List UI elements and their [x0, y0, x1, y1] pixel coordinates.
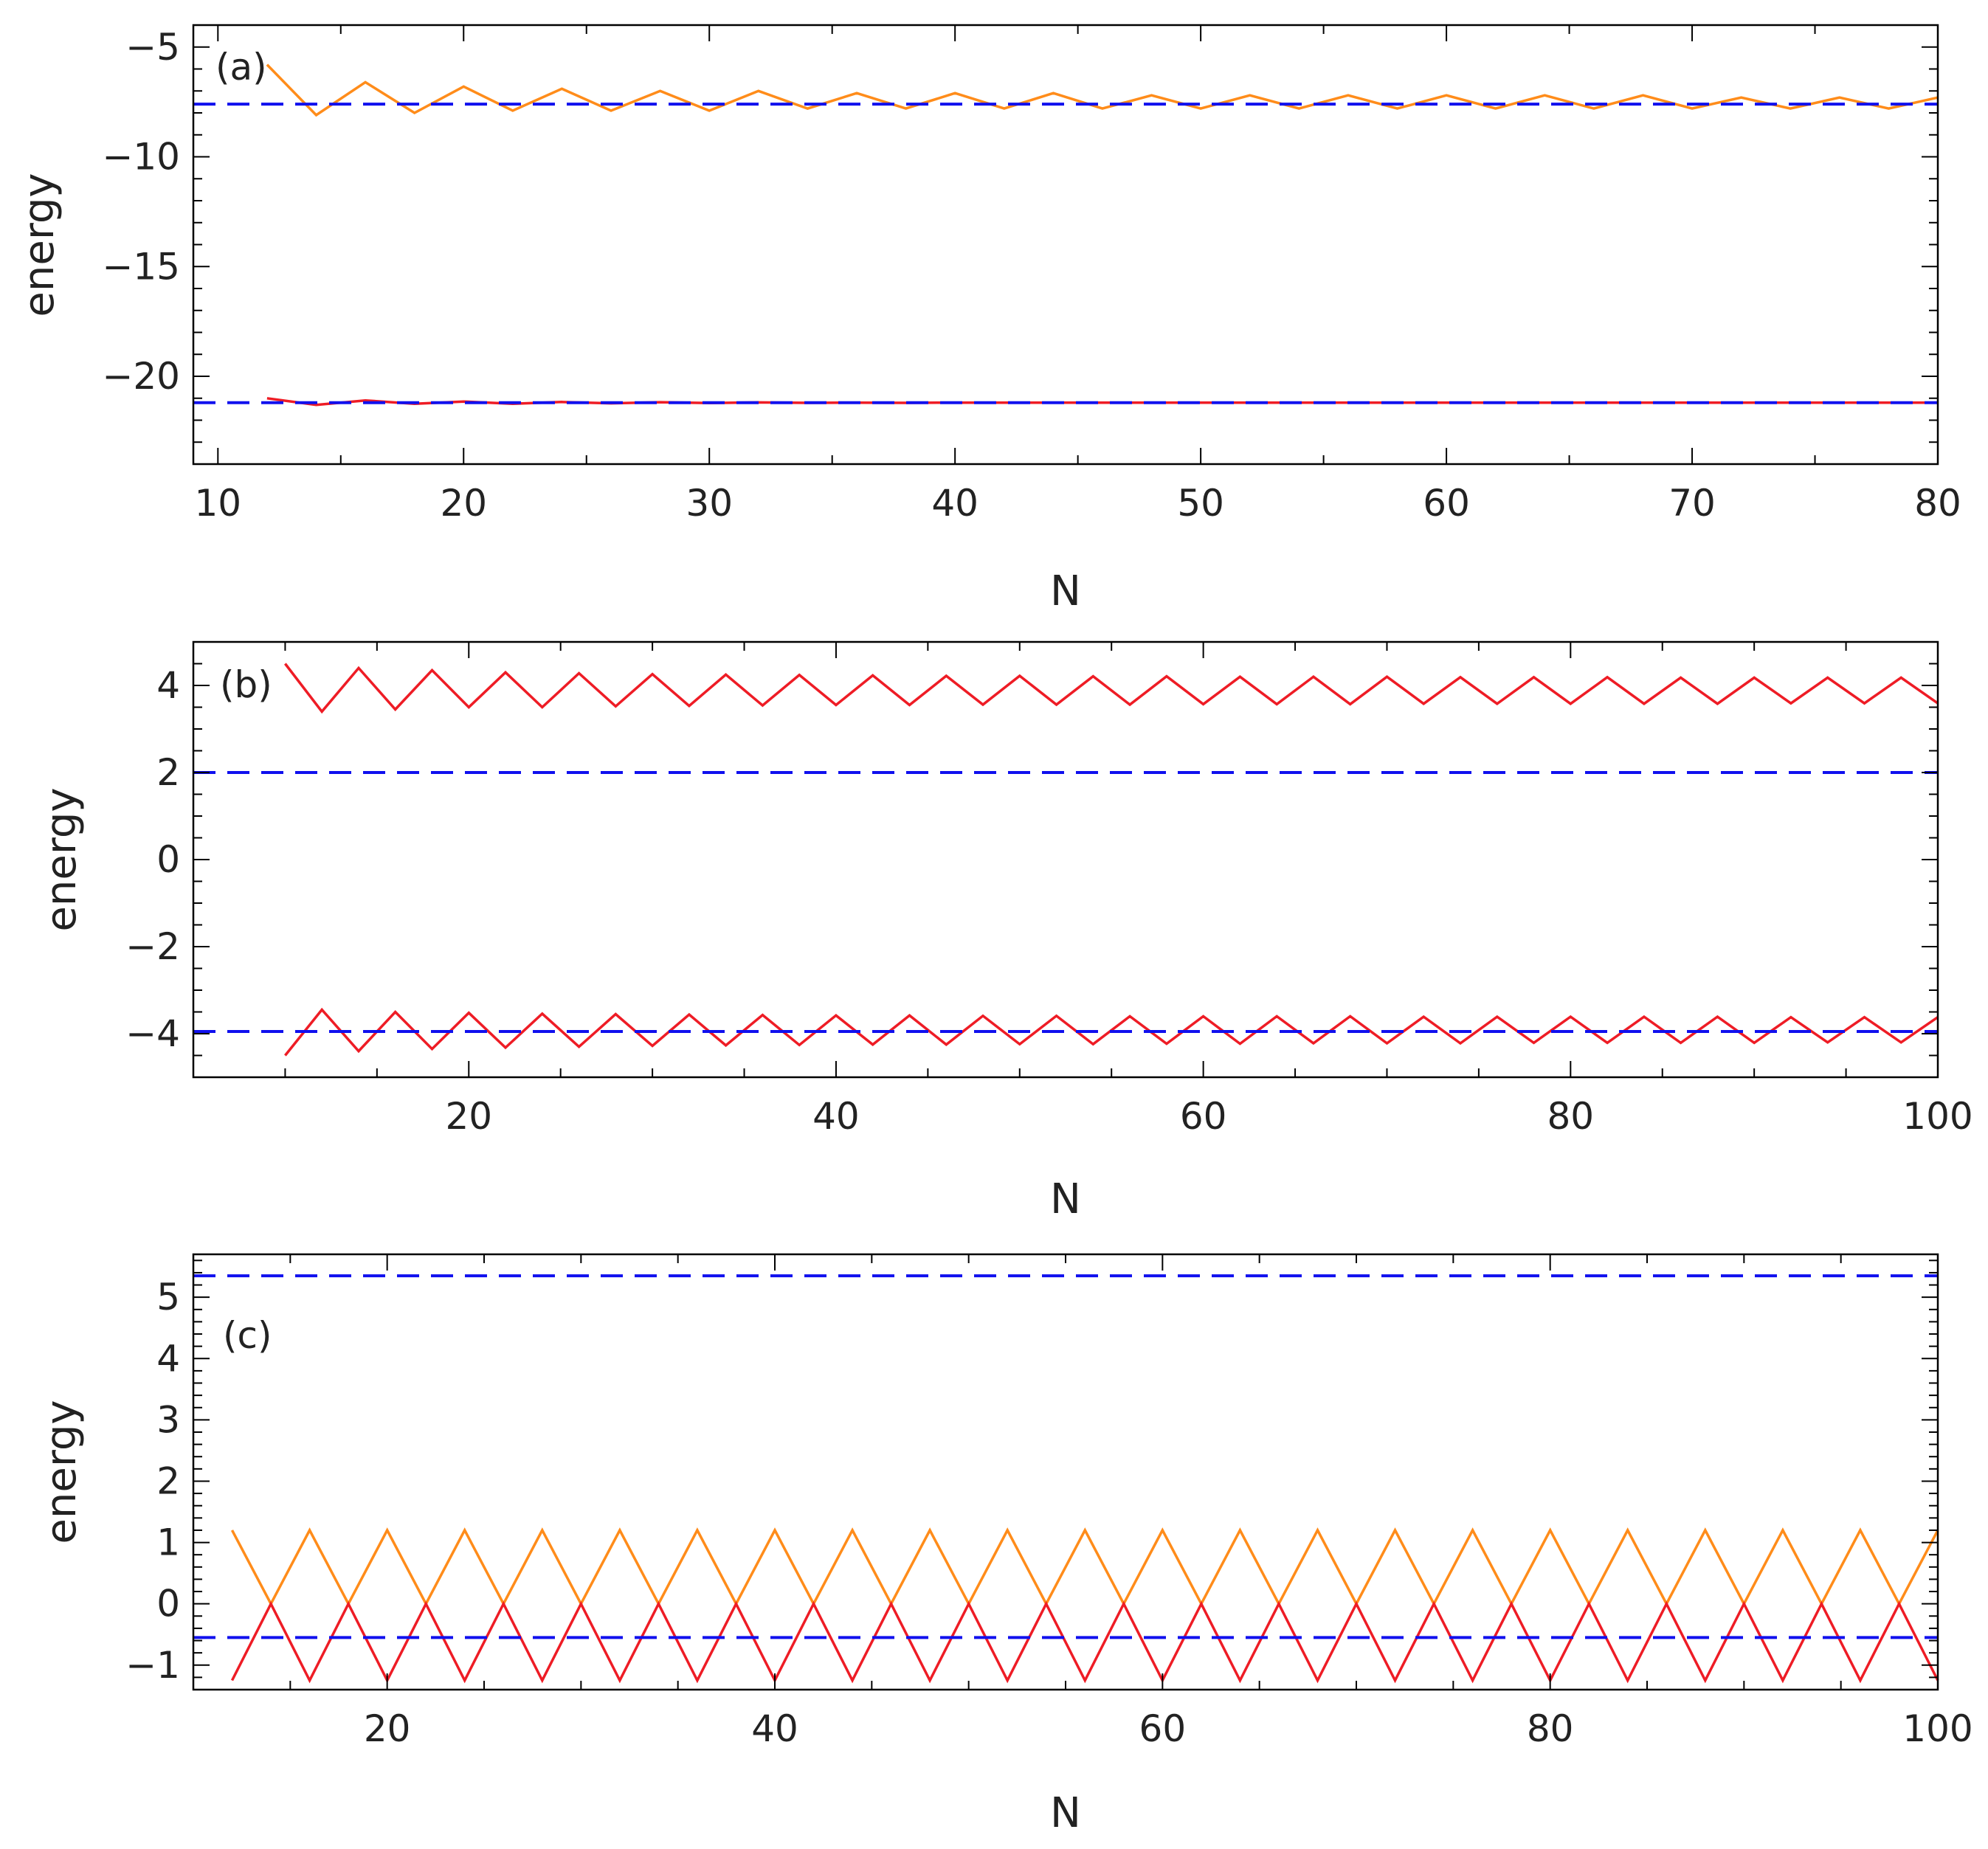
panel-c-xtick-label: 40 — [751, 1707, 798, 1750]
panel-c-xtick-label: 80 — [1527, 1707, 1574, 1750]
panel-a-ticks: 10 20 30 40 50 60 70 80 −20 −15 −10 −5 — [102, 24, 1961, 525]
panel-c-series-0-line — [230, 1527, 1939, 1607]
panel-c-xlabel: N — [1050, 1789, 1081, 1837]
panel-b-xtick-label: 20 — [445, 1095, 492, 1138]
panel-b-ytick-label: 0 — [156, 838, 180, 881]
panel-c-ytick-label: 5 — [156, 1276, 180, 1319]
panel-c-series-1-line — [230, 1600, 1939, 1684]
panel-c-ytick-label: 2 — [156, 1459, 180, 1502]
panel-a-xtick-label: 10 — [194, 482, 241, 525]
panel-b: 20 40 60 80 100 −4 −2 0 2 4 (b) N energy — [38, 640, 1973, 1223]
panel-c: 20 40 60 80 100 −1 0 1 2 3 4 5 (c) N energy — [38, 1253, 1973, 1837]
panel-a-xlabel: N — [1050, 567, 1081, 615]
panel-a-ytick-label: −5 — [125, 26, 180, 69]
panel-a-label: (a) — [215, 46, 267, 89]
panel-c-label: (c) — [223, 1314, 272, 1357]
panel-c-ytick-label: 1 — [156, 1521, 180, 1564]
panel-b-xtick-label: 40 — [812, 1095, 860, 1138]
panel-b-series-0-line — [284, 663, 1939, 714]
panel-b-ytick-label: −2 — [125, 925, 180, 968]
panel-a-ytick-label: −15 — [102, 245, 180, 288]
panel-a-series-0-line — [266, 63, 1939, 117]
panel-b-ytick-label: −4 — [125, 1012, 180, 1055]
panel-c-ticks: 20 40 60 80 100 −1 0 1 2 3 4 5 — [125, 1254, 1973, 1750]
panel-c-xtick-label: 100 — [1902, 1707, 1973, 1750]
panel-c-ylabel: energy — [38, 1400, 86, 1544]
panel-a-ytick-label: −10 — [102, 136, 180, 179]
panel-a: 10 20 30 40 50 60 70 80 −20 −15 −10 −5 (a) N energy — [15, 24, 1961, 615]
panel-a-xtick-label: 50 — [1177, 482, 1224, 525]
panel-a-xtick-label: 60 — [1423, 482, 1470, 525]
panel-a-lines — [193, 63, 1939, 407]
panel-c-ytick-label: 3 — [156, 1398, 180, 1441]
panel-c-ytick-label: 4 — [156, 1337, 180, 1380]
panel-c-ytick-label: −1 — [125, 1644, 180, 1687]
panel-a-xtick-label: 70 — [1668, 482, 1716, 525]
panel-b-frame — [192, 640, 1939, 1079]
panel-b-ytick-label: 2 — [156, 751, 180, 794]
panel-b-label: (b) — [220, 663, 272, 706]
panel-b-xtick-label: 80 — [1547, 1095, 1595, 1138]
panel-a-ylabel: energy — [15, 173, 63, 317]
panel-a-xtick-label: 30 — [686, 482, 733, 525]
panel-b-xlabel: N — [1050, 1175, 1081, 1223]
panel-b-xtick-label: 100 — [1902, 1095, 1973, 1138]
panel-c-xtick-label: 20 — [364, 1707, 411, 1750]
panel-a-xtick-label: 40 — [931, 482, 979, 525]
panel-c-lines — [193, 1274, 1939, 1684]
panel-b-ytick-label: 4 — [156, 664, 180, 707]
panel-a-xtick-label: 20 — [440, 482, 487, 525]
panel-b-lines — [193, 663, 1939, 1057]
panel-b-ylabel: energy — [38, 787, 86, 931]
panel-c-xtick-label: 60 — [1139, 1707, 1187, 1750]
panel-b-xtick-label: 60 — [1180, 1095, 1227, 1138]
panel-a-xtick-label: 80 — [1914, 482, 1961, 525]
panel-c-ytick-label: 0 — [156, 1583, 180, 1625]
panel-b-ticks: 20 40 60 80 100 −4 −2 0 2 4 — [125, 641, 1973, 1138]
panel-a-ytick-label: −20 — [102, 355, 180, 398]
